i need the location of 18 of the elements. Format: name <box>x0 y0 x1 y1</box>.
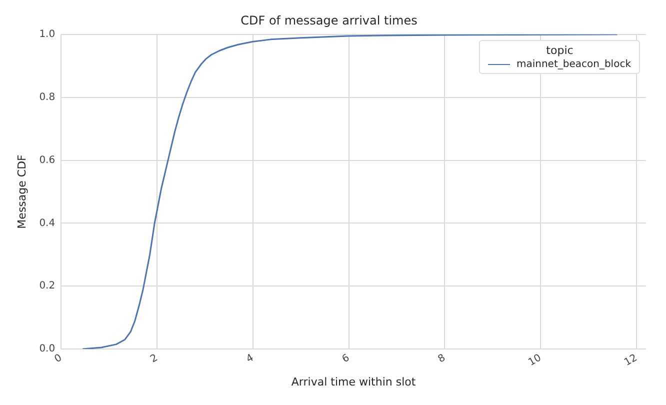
y-tick-label: 0.4 <box>39 218 56 229</box>
x-tick-label: 12 <box>622 352 640 368</box>
y-tick-label: 0.8 <box>39 92 56 103</box>
x-tick-label: 0 <box>52 352 64 366</box>
x-tick-label: 2 <box>148 352 160 366</box>
x-tick-label: 10 <box>526 352 544 368</box>
y-axis-title: Message CDF <box>15 154 28 229</box>
x-tick-label: 8 <box>436 352 448 366</box>
legend-title: topic <box>545 44 574 58</box>
legend-label: mainnet_beacon_block <box>516 59 631 70</box>
y-tick-label: 0.2 <box>39 280 56 292</box>
y-tick-label: 1.0 <box>39 28 56 40</box>
x-axis-title: Arrival time within slot <box>291 375 416 388</box>
y-tick-label: 0.6 <box>39 154 56 166</box>
x-tick-label: 4 <box>244 352 256 366</box>
chart-title: CDF of message arrival times <box>240 13 418 28</box>
x-tick-label: 6 <box>340 352 352 366</box>
y-tick-label: 0.0 <box>39 344 56 355</box>
